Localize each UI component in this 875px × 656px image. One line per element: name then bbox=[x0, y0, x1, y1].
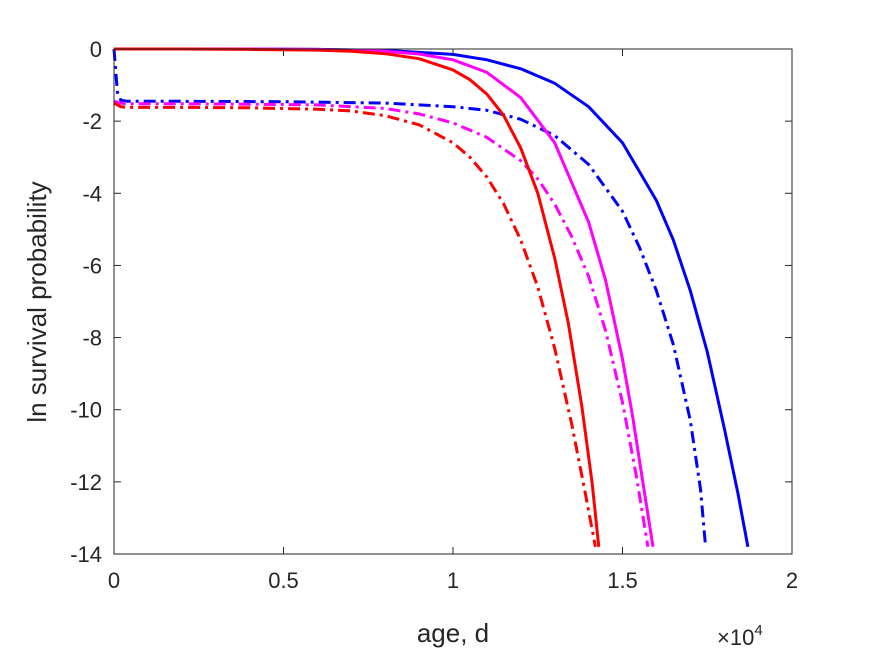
series-line-5 bbox=[114, 47, 601, 547]
x-tick-label: 2 bbox=[786, 568, 798, 593]
tick-layer: 0 0.5 1 1.5 2 0 -2 -4 -6 -8 -10 -12 -14 bbox=[70, 37, 798, 593]
x-tick-label: 1 bbox=[447, 568, 459, 593]
x-axis-label: age, d bbox=[417, 618, 489, 648]
y-axis-label: ln survival probability bbox=[22, 181, 52, 422]
y-tick-label: -8 bbox=[82, 326, 102, 351]
series-line-6 bbox=[113, 101, 597, 548]
series-line-4 bbox=[113, 99, 650, 548]
y-tick-label: -6 bbox=[82, 253, 102, 278]
y-tick-label: -2 bbox=[82, 109, 102, 134]
x-exponent-label: ×104 bbox=[717, 622, 763, 650]
y-tick-label: -14 bbox=[70, 542, 102, 567]
y-tick-label: 0 bbox=[90, 37, 102, 62]
x-exponent-base: ×10 bbox=[717, 625, 754, 650]
plot-area bbox=[114, 49, 792, 554]
x-tick-label: 0.5 bbox=[268, 568, 299, 593]
x-tick-label: 1.5 bbox=[607, 568, 638, 593]
x-exponent-power: 4 bbox=[754, 622, 762, 639]
y-tick-label: -4 bbox=[82, 181, 102, 206]
y-tick-label: -12 bbox=[70, 470, 102, 495]
series-line-2 bbox=[112, 48, 708, 547]
y-tick-label: -10 bbox=[70, 398, 102, 423]
x-tick-label: 0 bbox=[108, 568, 120, 593]
